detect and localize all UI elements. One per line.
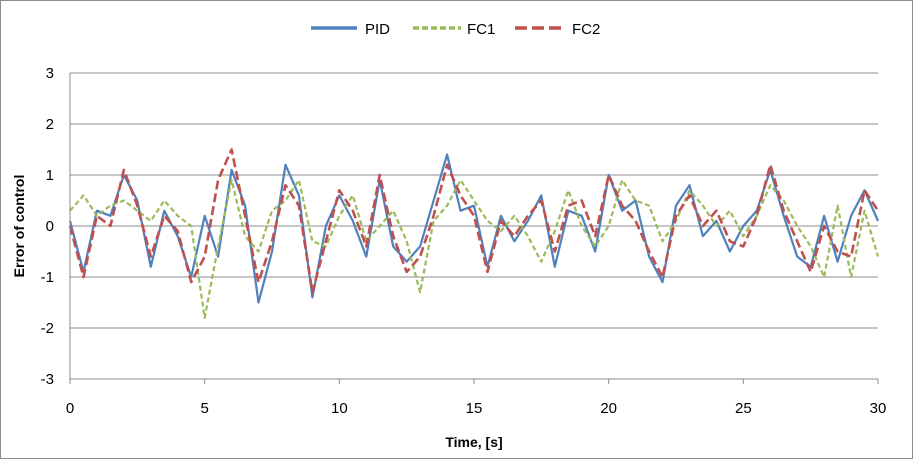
x-tick-label: 25 [735,400,752,417]
y-tick-label: 1 [46,167,54,184]
y-tick-labels: 3 2 1 0 -1 -2 -3 [41,65,54,388]
y-tick-label: -1 [41,269,54,286]
x-tick-label: 0 [66,400,74,417]
series-lines [68,148,880,319]
y-tick-label: 0 [46,218,54,235]
series-line-pid [68,153,880,304]
legend-label-fc2: FC2 [572,21,600,38]
y-tick-label: 3 [46,65,54,82]
grid-lines [70,72,878,329]
series-line-fc2 [68,148,880,294]
legend-label-pid: PID [365,21,390,38]
y-tick-label: -2 [41,320,54,337]
y-tick-label: 2 [46,116,54,133]
legend-label-fc1: FC1 [467,21,495,38]
x-tick-labels: 0 5 10 15 20 25 30 [66,379,887,417]
y-tick-label: -3 [41,371,54,388]
series-line-fc1 [69,179,880,319]
x-tick-label: 5 [200,400,208,417]
x-axis-title: Time, [s] [445,434,502,450]
x-tick-label: 15 [466,400,483,417]
legend: PID FC1 FC2 [311,21,600,38]
x-tick-label: 20 [600,400,617,417]
y-axis-title: Error of control [11,175,27,278]
x-tick-label: 10 [331,400,348,417]
x-tick-label: 30 [870,400,887,417]
